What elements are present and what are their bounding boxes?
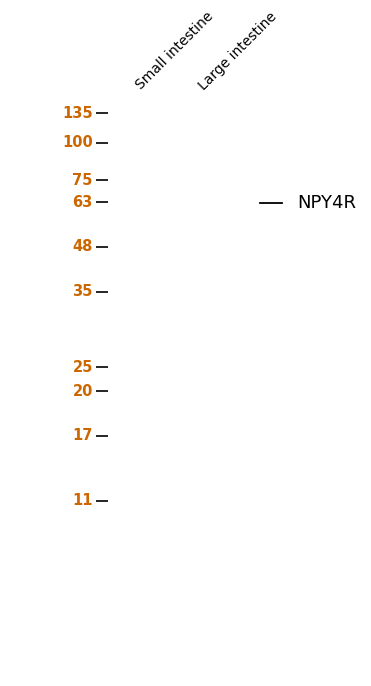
Text: 17: 17 — [72, 428, 93, 443]
Text: NPY4R: NPY4R — [297, 194, 356, 212]
Text: 11: 11 — [72, 493, 93, 508]
Text: 25: 25 — [72, 359, 93, 375]
Text: 100: 100 — [62, 135, 93, 150]
Text: 75: 75 — [72, 173, 93, 188]
Text: 135: 135 — [62, 106, 93, 121]
Text: 48: 48 — [72, 239, 93, 255]
Text: Small intestine: Small intestine — [133, 10, 216, 93]
Text: 63: 63 — [72, 195, 93, 210]
Text: 35: 35 — [72, 284, 93, 299]
Text: 20: 20 — [72, 383, 93, 399]
Text: Large intestine: Large intestine — [196, 9, 279, 93]
